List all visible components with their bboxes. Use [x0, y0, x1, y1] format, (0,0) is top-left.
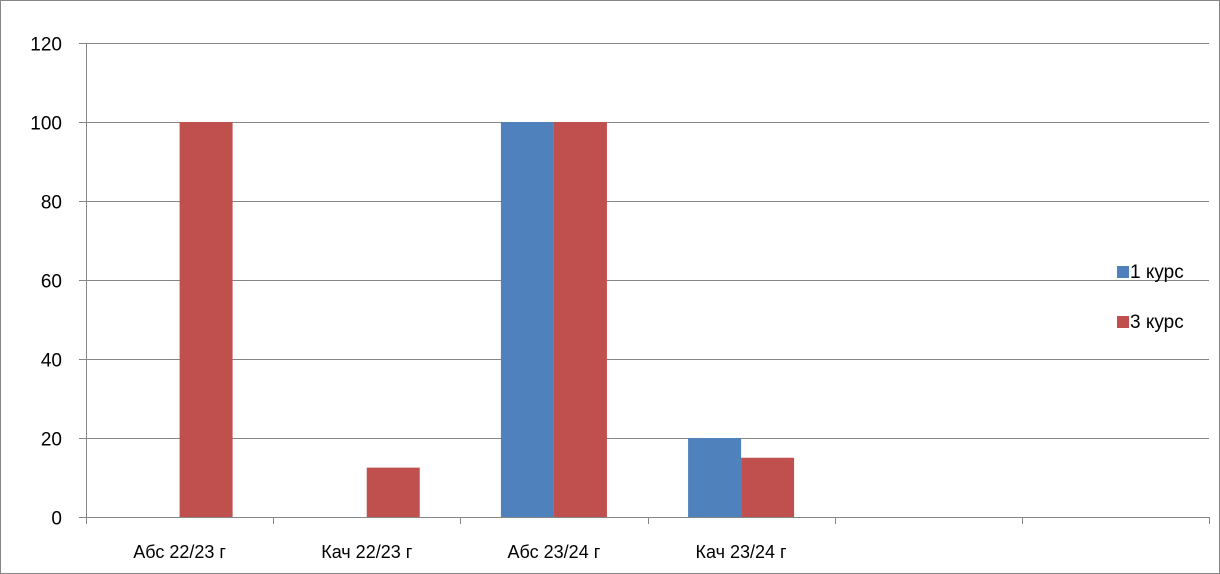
bar-series2 — [179, 122, 233, 517]
y-tick-label: 120 — [30, 35, 62, 56]
y-tick-label: 60 — [41, 272, 62, 293]
y-tick-label: 80 — [41, 193, 62, 214]
x-category-label: Кач 23/24 г — [696, 542, 788, 562]
bar-series1 — [688, 438, 742, 517]
bar-series2 — [553, 122, 607, 517]
y-tick-label: 40 — [41, 351, 62, 372]
legend-swatch — [1117, 316, 1129, 328]
bar-series2 — [741, 457, 795, 517]
x-category-label: Абс 22/23 г — [133, 542, 226, 562]
legend-label: 3 курс — [1130, 312, 1184, 333]
y-tick-label: 20 — [41, 430, 62, 451]
legend-swatch — [1117, 266, 1129, 278]
x-category-label: Абс 23/24 г — [508, 542, 601, 562]
x-category-label: Кач 22/23 г — [321, 542, 413, 562]
y-tick-label: 100 — [30, 114, 62, 135]
bar-series2 — [366, 467, 420, 517]
y-tick-label: 0 — [51, 509, 62, 530]
bar-series1 — [500, 122, 554, 517]
legend-label: 1 курс — [1130, 262, 1184, 283]
